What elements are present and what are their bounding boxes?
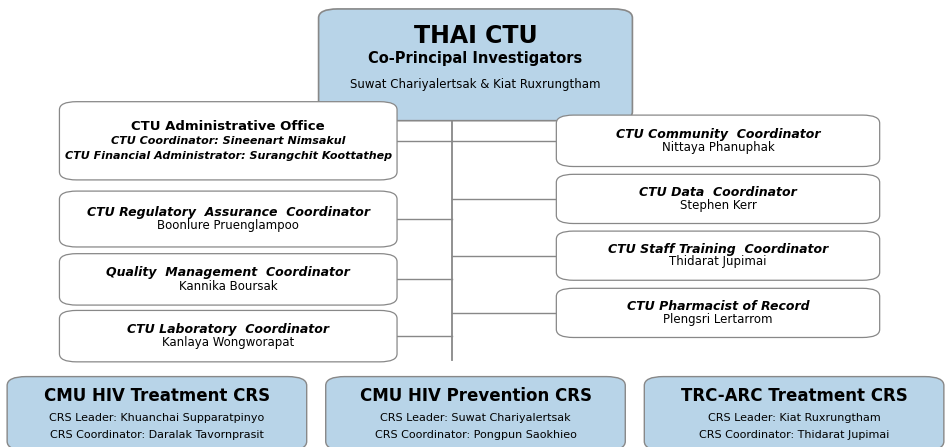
Text: TRC-ARC Treatment CRS: TRC-ARC Treatment CRS [681, 387, 907, 405]
Text: CTU Regulatory  Assurance  Coordinator: CTU Regulatory Assurance Coordinator [87, 206, 370, 219]
Text: CRS Coordinator: Daralak Tavornprasit: CRS Coordinator: Daralak Tavornprasit [50, 430, 263, 440]
FancyBboxPatch shape [556, 174, 880, 224]
FancyBboxPatch shape [59, 254, 397, 305]
FancyBboxPatch shape [556, 288, 880, 337]
Text: CRS Coordinator: Pongpun Saokhieo: CRS Coordinator: Pongpun Saokhieo [375, 430, 576, 440]
FancyBboxPatch shape [59, 310, 397, 362]
FancyBboxPatch shape [59, 191, 397, 247]
Text: Boonlure Pruenglampoo: Boonlure Pruenglampoo [157, 219, 300, 232]
Text: CTU Pharmacist of Record: CTU Pharmacist of Record [627, 300, 809, 313]
Text: Kanlaya Wongworapat: Kanlaya Wongworapat [162, 336, 295, 350]
FancyBboxPatch shape [556, 231, 880, 280]
Text: Suwat Chariyalertsak & Kiat Ruxrungtham: Suwat Chariyalertsak & Kiat Ruxrungtham [350, 78, 601, 92]
Text: CTU Laboratory  Coordinator: CTU Laboratory Coordinator [127, 323, 329, 336]
Text: CMU HIV Prevention CRS: CMU HIV Prevention CRS [359, 387, 592, 405]
Text: CTU Financial Administrator: Surangchit Koottathep: CTU Financial Administrator: Surangchit … [65, 151, 392, 160]
Text: CRS Leader: Suwat Chariyalertsak: CRS Leader: Suwat Chariyalertsak [380, 413, 571, 423]
Text: CRS Leader: Khuanchai Supparatpinyo: CRS Leader: Khuanchai Supparatpinyo [49, 413, 264, 423]
FancyBboxPatch shape [325, 376, 626, 447]
FancyBboxPatch shape [645, 376, 943, 447]
Text: CTU Community  Coordinator: CTU Community Coordinator [615, 128, 821, 141]
Text: Thidarat Jupimai: Thidarat Jupimai [670, 255, 767, 269]
FancyBboxPatch shape [556, 115, 880, 167]
Text: CTU Administrative Office: CTU Administrative Office [131, 119, 325, 133]
Text: CTU Coordinator: Sineenart Nimsakul: CTU Coordinator: Sineenart Nimsakul [111, 136, 345, 146]
Text: CTU Data  Coordinator: CTU Data Coordinator [639, 186, 797, 199]
FancyBboxPatch shape [59, 101, 397, 180]
Text: THAI CTU: THAI CTU [414, 24, 537, 48]
Text: Kannika Boursak: Kannika Boursak [179, 279, 278, 293]
Text: Plengsri Lertarrom: Plengsri Lertarrom [663, 312, 773, 326]
Text: Stephen Kerr: Stephen Kerr [680, 198, 756, 212]
FancyBboxPatch shape [8, 376, 306, 447]
Text: CMU HIV Treatment CRS: CMU HIV Treatment CRS [44, 387, 270, 405]
Text: CTU Staff Training  Coordinator: CTU Staff Training Coordinator [608, 243, 828, 256]
Text: CRS Coordinator: Thidarat Jupimai: CRS Coordinator: Thidarat Jupimai [699, 430, 889, 440]
Text: Quality  Management  Coordinator: Quality Management Coordinator [107, 266, 350, 279]
Text: Nittaya Phanuphak: Nittaya Phanuphak [662, 140, 774, 154]
Text: Co-Principal Investigators: Co-Principal Investigators [368, 51, 583, 66]
Text: CRS Leader: Kiat Ruxrungtham: CRS Leader: Kiat Ruxrungtham [708, 413, 881, 423]
FancyBboxPatch shape [319, 9, 632, 121]
